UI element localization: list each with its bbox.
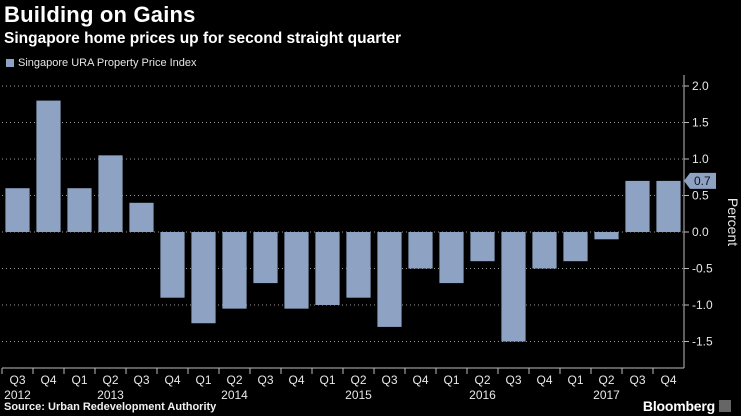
x-tick-label: Q4	[164, 373, 180, 387]
x-tick-label: Q2	[598, 373, 614, 387]
bar	[222, 232, 247, 309]
x-year-label: 2013	[97, 388, 124, 402]
value-callout-label: 0.7	[694, 174, 711, 188]
y-tick-label: 1.5	[692, 116, 709, 130]
y-tick-label: 0.5	[692, 189, 709, 203]
x-tick-label: Q4	[40, 373, 56, 387]
x-tick-label: Q3	[257, 373, 273, 387]
x-tick-label: Q3	[629, 373, 645, 387]
x-tick-label: Q3	[9, 373, 25, 387]
source-note: Source: Urban Redevelopment Authority	[4, 401, 217, 413]
bar	[377, 232, 402, 327]
x-tick-label: Q2	[474, 373, 490, 387]
y-tick-label: -1.5	[692, 335, 713, 349]
x-tick-label: Q3	[133, 373, 149, 387]
x-year-label: 2015	[345, 388, 372, 402]
x-tick-label: Q1	[71, 373, 87, 387]
x-tick-label: Q2	[350, 373, 366, 387]
bar	[656, 180, 681, 232]
x-tick-label: Q4	[536, 373, 552, 387]
bar	[67, 188, 92, 232]
bar	[439, 232, 464, 284]
x-year-label: 2014	[221, 388, 248, 402]
y-axis-title: Percent	[725, 198, 741, 246]
chart-title: Building on Gains	[4, 2, 196, 27]
x-tick-label: Q4	[412, 373, 428, 387]
bloomberg-logo: Bloomberg	[642, 398, 715, 414]
bar	[98, 155, 123, 232]
x-tick-label: Q1	[319, 373, 335, 387]
x-year-label: 2017	[593, 388, 620, 402]
bar	[532, 232, 557, 269]
logo-mark-icon	[719, 400, 731, 412]
y-tick-label: 0.0	[692, 225, 709, 239]
legend-label: Singapore URA Property Price Index	[18, 57, 197, 69]
y-tick-label: -1.0	[692, 298, 713, 312]
bar	[191, 232, 216, 324]
bar	[501, 232, 526, 342]
x-year-label: 2016	[469, 388, 496, 402]
bar	[129, 202, 154, 232]
bar	[5, 188, 30, 232]
x-tick-label: Q4	[660, 373, 676, 387]
bar	[253, 232, 278, 284]
x-tick-label: Q1	[567, 373, 583, 387]
chart-subtitle: Singapore home prices up for second stra…	[4, 30, 402, 47]
bar	[284, 232, 309, 309]
bar	[36, 100, 61, 232]
y-tick-label: -0.5	[692, 262, 713, 276]
x-tick-label: Q4	[288, 373, 304, 387]
legend: Singapore URA Property Price Index	[6, 57, 197, 69]
legend-swatch	[6, 59, 14, 67]
y-tick-label: 2.0	[692, 79, 709, 93]
x-year-label: 2012	[4, 388, 31, 402]
x-tick-label: Q3	[381, 373, 397, 387]
bar	[625, 180, 650, 232]
value-callout-box	[684, 172, 716, 189]
x-tick-label: Q1	[443, 373, 459, 387]
x-tick-label: Q3	[505, 373, 521, 387]
bar	[346, 232, 371, 298]
bar	[160, 232, 185, 298]
y-tick-label: 1.0	[692, 152, 709, 166]
bar	[470, 232, 495, 262]
x-tick-label: Q2	[102, 373, 118, 387]
bar	[594, 232, 619, 240]
x-tick-label: Q1	[195, 373, 211, 387]
bar	[408, 232, 433, 269]
x-tick-label: Q2	[226, 373, 242, 387]
bar	[315, 232, 340, 305]
bar	[563, 232, 588, 262]
